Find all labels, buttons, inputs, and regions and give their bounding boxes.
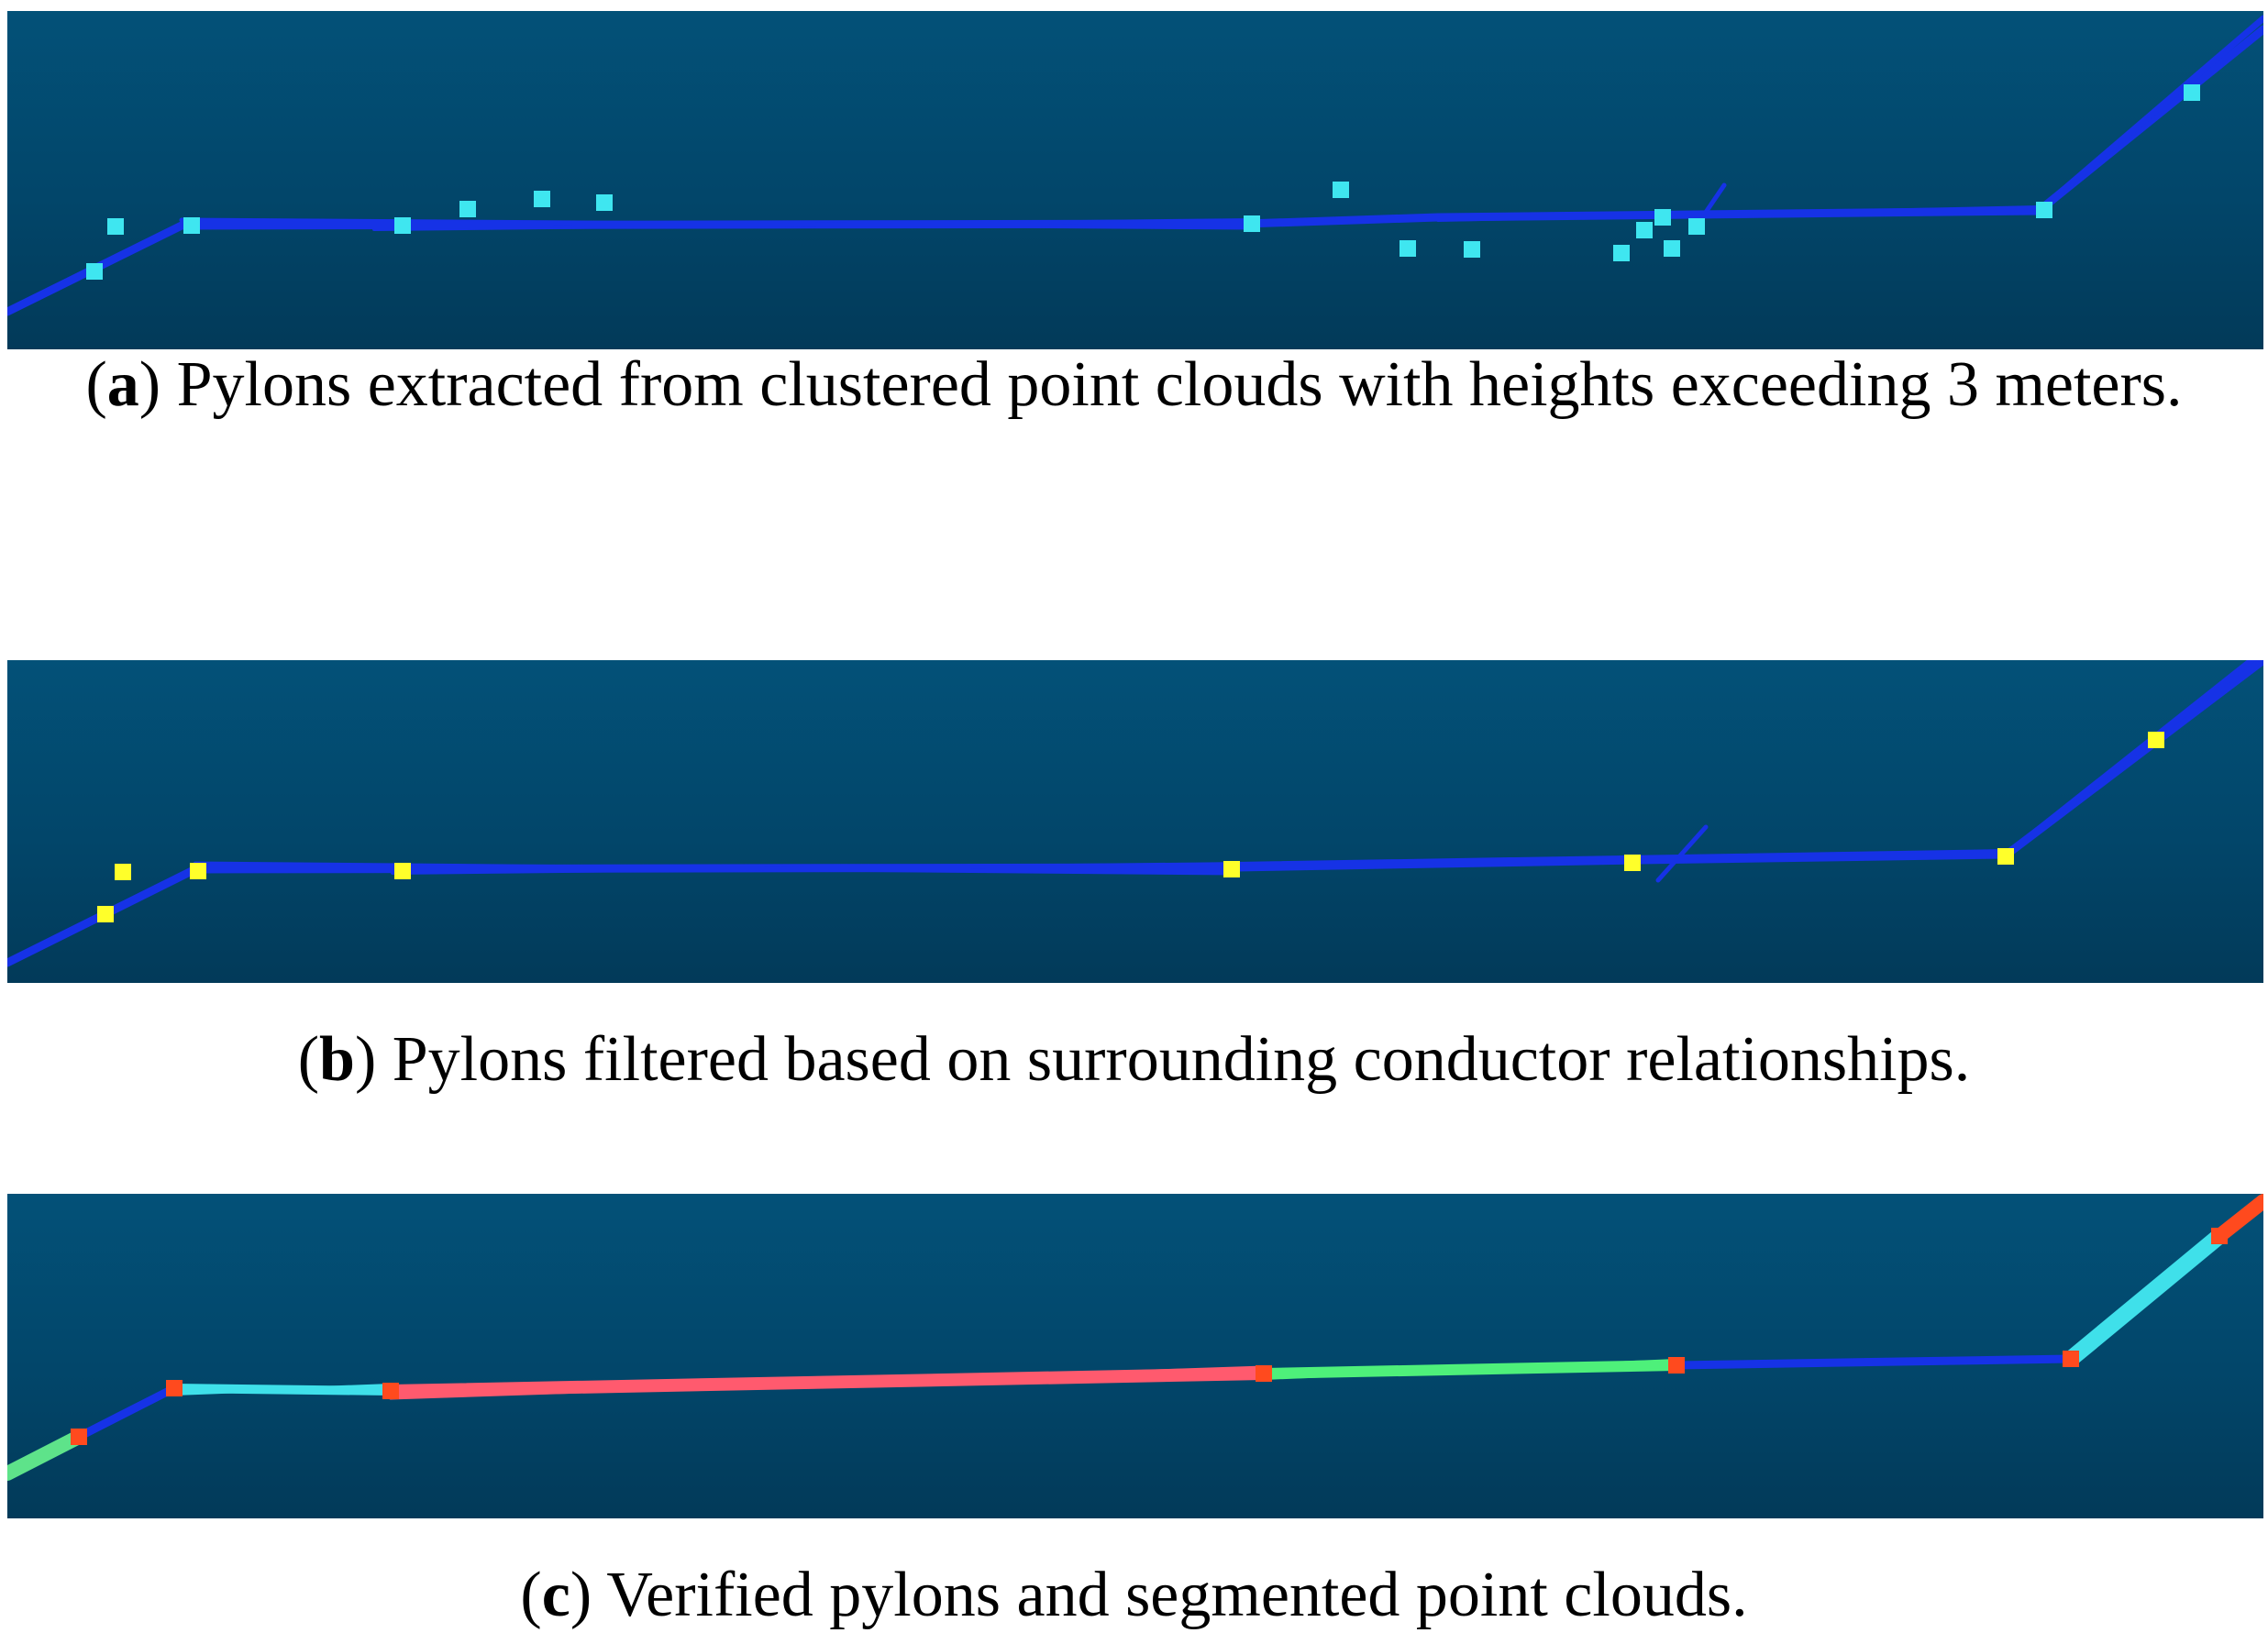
- conductor-lines-a: [7, 15, 2263, 316]
- pylon-marker: [115, 864, 131, 880]
- pylon-marker: [1223, 861, 1240, 877]
- pylon-marker: [71, 1429, 87, 1445]
- caption-b-letter: b: [319, 1024, 355, 1095]
- pylon-marker: [1668, 1357, 1685, 1374]
- pylon-marker: [1613, 245, 1630, 261]
- caption-c-text: Verified pylons and segmented point clou…: [606, 1560, 1748, 1630]
- pylon-marker: [1256, 1365, 1272, 1382]
- caption-a-letter: a: [106, 349, 139, 420]
- pylon-marker: [2148, 732, 2164, 748]
- pylon-marker: [459, 201, 476, 217]
- pylon-marker: [166, 1380, 183, 1396]
- pylon-marker: [190, 863, 206, 879]
- pylon-marker: [1664, 240, 1680, 257]
- pylon-marker: [1400, 240, 1416, 257]
- conductor-lines-b: [7, 660, 2263, 967]
- caption-c: (c) Verified pylons and segmented point …: [520, 1560, 1748, 1630]
- panel-b-pylons-filtered: [7, 660, 2263, 983]
- pylon-marker: [1636, 222, 1653, 238]
- pylon-marker: [1624, 855, 1641, 871]
- pylon-marker: [2211, 1228, 2228, 1244]
- point-cloud-view-b: [7, 660, 2263, 967]
- panel-a-pylons-extracted: [7, 11, 2263, 349]
- pylon-marker: [86, 263, 103, 280]
- caption-c-letter: c: [541, 1560, 570, 1630]
- pylon-marker: [1244, 215, 1260, 232]
- segment-right-cyan: [2063, 1228, 2228, 1367]
- pylon-marker: [596, 194, 613, 211]
- segment-blue: [1672, 1354, 2075, 1370]
- pylon-marker: [2036, 202, 2052, 218]
- caption-b: (b) Pylons filtered based on surrounding…: [297, 1024, 1971, 1095]
- pylon-marker: [394, 863, 411, 879]
- pylon-marker: [1997, 848, 2014, 865]
- pylon-marker: [394, 217, 411, 234]
- pylon-marker: [1654, 209, 1671, 226]
- pylon-marker: [1688, 218, 1705, 235]
- pylon-marker: [1464, 241, 1480, 258]
- caption-a: (a) Pylons extracted from clustered poin…: [85, 349, 2183, 420]
- pylon-marker: [107, 218, 124, 235]
- pylon-marker: [2063, 1351, 2079, 1367]
- pylon-marker: [534, 191, 550, 207]
- pylon-marker: [183, 217, 200, 234]
- caption-b-text: Pylons filtered based on surrounding con…: [392, 1024, 1971, 1095]
- pylon-marker: [382, 1383, 399, 1399]
- point-cloud-view-a: [7, 15, 2263, 316]
- pylon-markers-b: [97, 732, 2164, 922]
- point-cloud-view-c: [7, 1194, 2263, 1481]
- segment-left-blue: [74, 1384, 179, 1441]
- caption-a-text: Pylons extracted from clustered point cl…: [176, 349, 2183, 420]
- pylon-markers-a: [86, 84, 2200, 280]
- pylon-marker: [97, 906, 114, 922]
- pylon-marker: [2184, 84, 2200, 101]
- segmented-conductors-c: [7, 1194, 2263, 1481]
- panel-c-verified-pylons: [7, 1194, 2263, 1518]
- segment-left-green: [7, 1429, 86, 1481]
- pylon-marker: [1333, 182, 1349, 198]
- pylon-markers-c: [71, 1228, 2228, 1445]
